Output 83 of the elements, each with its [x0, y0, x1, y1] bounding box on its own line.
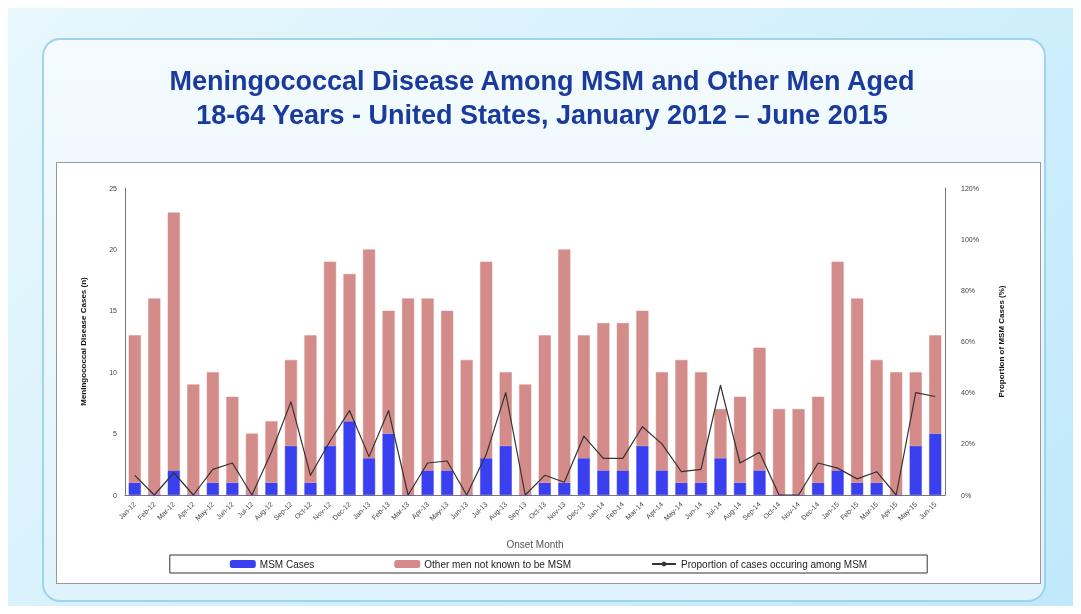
bar	[597, 470, 610, 495]
bar	[831, 261, 844, 471]
bar	[851, 298, 864, 483]
bar	[636, 445, 649, 495]
bar	[558, 249, 571, 483]
bar	[323, 445, 337, 495]
bar	[558, 482, 571, 495]
bar	[753, 347, 766, 471]
bar	[851, 482, 864, 495]
legend-label: Other men not known to be MSM	[424, 558, 571, 570]
bar	[655, 372, 668, 471]
x-axis-title: Onset Month	[506, 538, 564, 550]
bar	[284, 445, 297, 495]
bar	[480, 458, 493, 495]
bar	[265, 421, 278, 483]
bar	[675, 482, 688, 495]
bar	[909, 372, 922, 446]
bar	[187, 384, 200, 495]
bar	[421, 298, 434, 471]
bar	[538, 335, 551, 483]
bar	[909, 445, 922, 495]
bar	[167, 212, 180, 471]
y-axis-title: Meningococcal Disease Cases (n)	[78, 276, 88, 406]
bar	[167, 470, 180, 495]
bar	[460, 359, 473, 495]
bar	[226, 482, 239, 495]
bar	[773, 409, 786, 495]
bar	[792, 409, 805, 495]
bar	[499, 372, 512, 446]
bar	[616, 323, 629, 471]
bar	[636, 310, 649, 446]
bar	[206, 372, 219, 483]
bar	[694, 482, 707, 495]
bar	[753, 470, 766, 495]
bar	[245, 433, 258, 495]
y2-axis-title: Proportion of MSM Cases (%)	[996, 285, 1006, 398]
bar	[577, 335, 590, 459]
bar	[577, 458, 590, 495]
bar	[929, 433, 942, 495]
bar	[304, 482, 317, 495]
bar	[421, 470, 434, 495]
bar	[226, 396, 239, 483]
line-series	[134, 384, 936, 496]
legend-label: Proportion of cases occuring among MSM	[681, 558, 868, 570]
bar	[128, 335, 141, 483]
bar	[441, 470, 454, 495]
bar	[733, 396, 747, 483]
bar	[714, 409, 727, 459]
bar	[441, 310, 454, 471]
bar	[890, 372, 903, 495]
bar	[870, 482, 883, 495]
bar	[343, 273, 356, 422]
bar	[323, 261, 337, 446]
bar	[206, 482, 219, 495]
bar	[148, 298, 161, 495]
bar	[929, 335, 942, 434]
bar	[480, 261, 493, 459]
bar	[265, 482, 278, 495]
bar	[363, 249, 376, 459]
bar	[284, 359, 297, 446]
bar	[694, 372, 707, 483]
bar	[714, 458, 727, 495]
bar	[499, 445, 512, 495]
bar	[382, 310, 395, 434]
bar	[812, 396, 825, 483]
bar	[597, 323, 610, 471]
bar	[733, 482, 747, 495]
bar	[128, 482, 141, 495]
bar	[343, 421, 356, 495]
legend-label: MSM Cases	[259, 558, 315, 570]
bar	[402, 298, 415, 495]
bar	[675, 359, 688, 483]
bar	[538, 482, 551, 495]
bar	[831, 470, 844, 495]
chart-title: Meningococcal Disease Among MSM and Other Men Aged 18-64 Years - United States, January 2012 – June 2015	[168, 65, 916, 132]
bar	[870, 359, 883, 483]
bar	[382, 433, 395, 495]
bar	[616, 470, 629, 495]
bar	[363, 458, 376, 495]
bar	[519, 384, 532, 495]
bar	[812, 482, 825, 495]
bar	[304, 335, 317, 483]
bar	[655, 470, 668, 495]
